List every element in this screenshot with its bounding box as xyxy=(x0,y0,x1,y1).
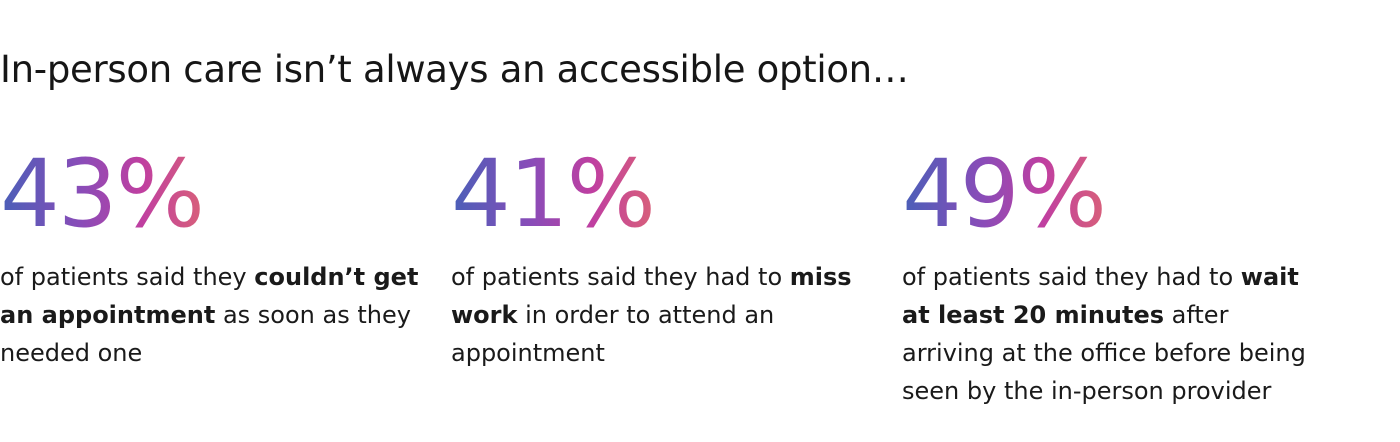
stat-percentage: 49% xyxy=(902,148,1107,252)
stat-block-wait-time: 49% of patients said they had to wait at… xyxy=(902,148,1322,410)
stat-description-text: of patients said they xyxy=(0,263,255,291)
stat-description-text: of patients said they had to xyxy=(902,263,1241,291)
stat-percentage: 41% xyxy=(451,148,656,252)
headline: In-person care isn’t always an accessibl… xyxy=(0,48,909,91)
stat-block-missed-work: 41% of patients said they had to miss wo… xyxy=(451,148,871,372)
stat-block-appointment: 43% of patients said they couldn’t get a… xyxy=(0,148,420,372)
stat-description-text: as soon as they needed one xyxy=(0,301,411,367)
stat-description-text: of patients said they had to xyxy=(451,263,790,291)
stat-description-text: after arriving at the office before bein… xyxy=(902,301,1306,405)
stat-percentage: 43% xyxy=(0,148,205,252)
stat-description: of patients said they had to wait at lea… xyxy=(902,258,1322,410)
stat-description: of patients said they had to miss work i… xyxy=(451,258,871,372)
stat-description-emphasis: couldn’t get an appointment xyxy=(0,263,419,329)
stat-description-emphasis: miss work xyxy=(451,263,852,329)
stat-description-text: in order to attend an appointment xyxy=(451,301,775,367)
stat-description: of patients said they couldn’t get an ap… xyxy=(0,258,420,372)
stat-description-emphasis: wait at least 20 minutes xyxy=(902,263,1299,329)
